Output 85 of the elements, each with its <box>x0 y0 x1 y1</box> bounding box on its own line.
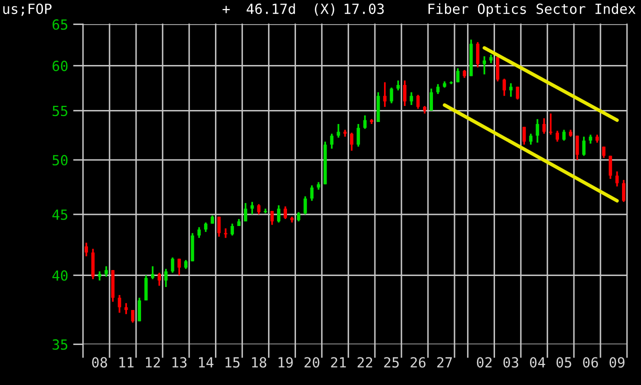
x-tick-label: 12 <box>146 357 160 368</box>
candlestick <box>502 78 506 97</box>
text: us;FOP <box>3 4 52 16</box>
x-tick-label: 03 <box>503 357 518 368</box>
candlestick <box>164 268 168 288</box>
candlestick <box>390 86 394 104</box>
candlestick <box>124 302 128 316</box>
candlestick <box>158 272 161 287</box>
candlestick <box>138 296 142 322</box>
candlestick <box>529 132 532 146</box>
candlestick <box>170 256 174 274</box>
candlestick <box>430 88 433 112</box>
candlestick <box>217 216 221 238</box>
candlestick <box>476 41 480 68</box>
candlestick <box>509 82 513 98</box>
candlestick <box>615 170 619 188</box>
candlestick <box>257 203 260 216</box>
candlestick <box>118 294 122 314</box>
text: 46.17d <box>246 3 295 14</box>
y-tick-label: 45 <box>52 210 68 220</box>
candlestick <box>204 222 208 233</box>
candlestick <box>482 55 486 76</box>
candlestick <box>197 226 201 239</box>
candlestick <box>284 206 287 220</box>
x-tick-label: 21 <box>331 357 346 368</box>
y-tick-label: 55 <box>52 106 68 116</box>
candlestick <box>131 309 134 324</box>
x-tick-label: 15 <box>226 357 240 368</box>
candlestick <box>250 201 254 216</box>
candlestick <box>304 195 307 216</box>
x-tick-label: 19 <box>278 357 293 368</box>
candlestick <box>310 184 314 202</box>
candlestick <box>104 265 108 278</box>
x-tick-label: 26 <box>410 357 426 368</box>
candlestick <box>622 179 626 203</box>
candlestick <box>542 117 546 135</box>
y-tick-label: 60 <box>52 60 68 72</box>
chart-title: Fiber Optics Sector Index <box>428 3 636 17</box>
candlestick <box>396 80 400 92</box>
y-tick-label: 35 <box>52 339 68 350</box>
x-tick-label: 09 <box>610 357 624 368</box>
candlestick <box>151 265 154 280</box>
x-tick-label: 05 <box>556 357 572 368</box>
x-tick-label: 25 <box>384 357 399 368</box>
candlestick <box>496 56 500 82</box>
x-tick-label: 06 <box>583 357 598 368</box>
candlestick <box>556 130 559 142</box>
x-tick-label: 04 <box>530 357 546 368</box>
candlestick <box>403 80 406 107</box>
y-tick-label: 40 <box>52 270 68 281</box>
candlestick <box>576 134 579 161</box>
x-tick-label: 27 <box>437 357 452 368</box>
candlestick <box>330 132 334 150</box>
candlestick <box>277 204 280 224</box>
candlestick <box>296 211 300 222</box>
text: (X) <box>314 3 334 16</box>
candlestick <box>350 132 354 152</box>
candlestick <box>383 81 387 108</box>
candlestick <box>244 202 248 222</box>
x-tick-label: 08 <box>92 357 108 368</box>
x-tick-label: 11 <box>119 357 134 368</box>
candlestick <box>230 222 234 236</box>
x-tick-label: 13 <box>172 357 187 368</box>
x-tick-label: 18 <box>252 357 266 368</box>
y-tick-label: 65 <box>52 19 68 30</box>
x-tick-label: 14 <box>199 357 214 368</box>
candlestick <box>522 126 526 146</box>
candlestick <box>416 94 420 110</box>
candlestick <box>356 123 360 148</box>
candlestick <box>582 136 586 157</box>
candlestick <box>224 228 228 239</box>
candlestick <box>270 210 274 226</box>
candlestick <box>602 146 606 159</box>
candlestick <box>178 258 181 276</box>
text: + <box>222 6 230 14</box>
candlestick <box>363 114 367 130</box>
text: 17.03 <box>344 4 384 14</box>
candlestick <box>144 274 148 302</box>
x-tick-label: 20 <box>304 357 320 368</box>
candlestick <box>410 91 414 106</box>
candlestick <box>84 242 88 258</box>
x-tick-label: 02 <box>476 357 492 368</box>
candlestick <box>456 67 460 84</box>
y-tick-label: 50 <box>52 154 68 166</box>
x-tick-label: 22 <box>358 357 372 368</box>
